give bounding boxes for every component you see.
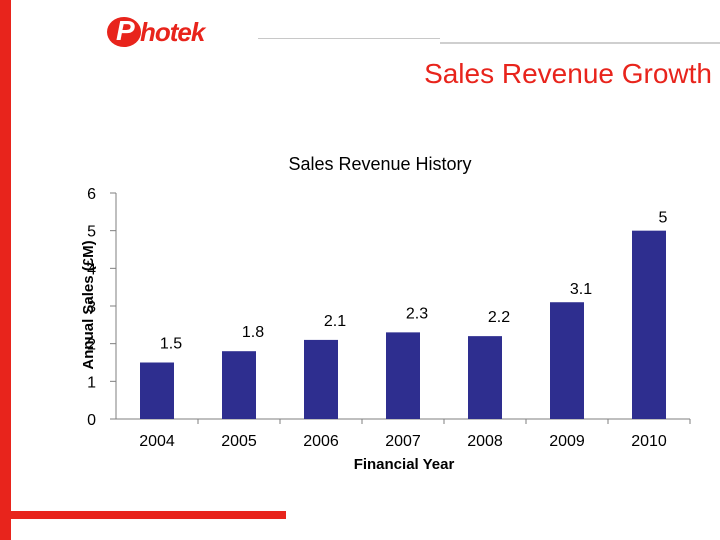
x-tick-label: 2004 [139, 433, 175, 450]
data-label: 2.2 [488, 309, 510, 326]
left-accent-bar [0, 0, 11, 540]
y-axis-label: Annual Sales (£M) [80, 240, 97, 369]
y-tick-label: 4 [87, 261, 96, 278]
bar-2006 [304, 339, 338, 419]
data-label: 1.5 [160, 336, 182, 353]
x-tick-label: 2010 [631, 433, 667, 450]
y-tick-label: 0 [87, 412, 96, 429]
svg-text:hotek: hotek [140, 17, 207, 47]
svg-text:P: P [116, 15, 135, 46]
photek-logo: P hotek [107, 15, 208, 47]
x-axis-label: Financial Year [354, 456, 455, 473]
x-tick-label: 2005 [221, 433, 257, 450]
x-tick-label: 2006 [303, 433, 339, 450]
data-label: 1.8 [242, 324, 264, 341]
x-tick-label: 2007 [385, 433, 421, 450]
data-label: 2.3 [406, 305, 428, 322]
bar-2008 [468, 336, 502, 419]
chart-title: Sales Revenue History [288, 154, 471, 174]
data-label: 5 [659, 210, 668, 227]
header-rule-short [258, 38, 440, 39]
bar-2009 [550, 302, 584, 419]
y-tick-label: 3 [87, 299, 96, 316]
x-tick-label: 2008 [467, 433, 503, 450]
x-tick-label: 2009 [549, 433, 585, 450]
y-tick-label: 2 [87, 337, 96, 354]
y-tick-label: 6 [87, 186, 96, 203]
header-rule-long [440, 42, 720, 44]
y-tick-label: 1 [87, 374, 96, 391]
bottom-accent-bar [8, 511, 286, 519]
data-label: 3.1 [570, 281, 592, 298]
y-tick-label: 5 [87, 224, 96, 241]
bar-2007 [386, 332, 420, 419]
bar-2010 [632, 230, 666, 419]
slide-title: Sales Revenue Growth [424, 58, 712, 89]
bar-2004 [140, 362, 174, 419]
data-label: 2.1 [324, 313, 346, 330]
bar-2005 [222, 351, 256, 419]
